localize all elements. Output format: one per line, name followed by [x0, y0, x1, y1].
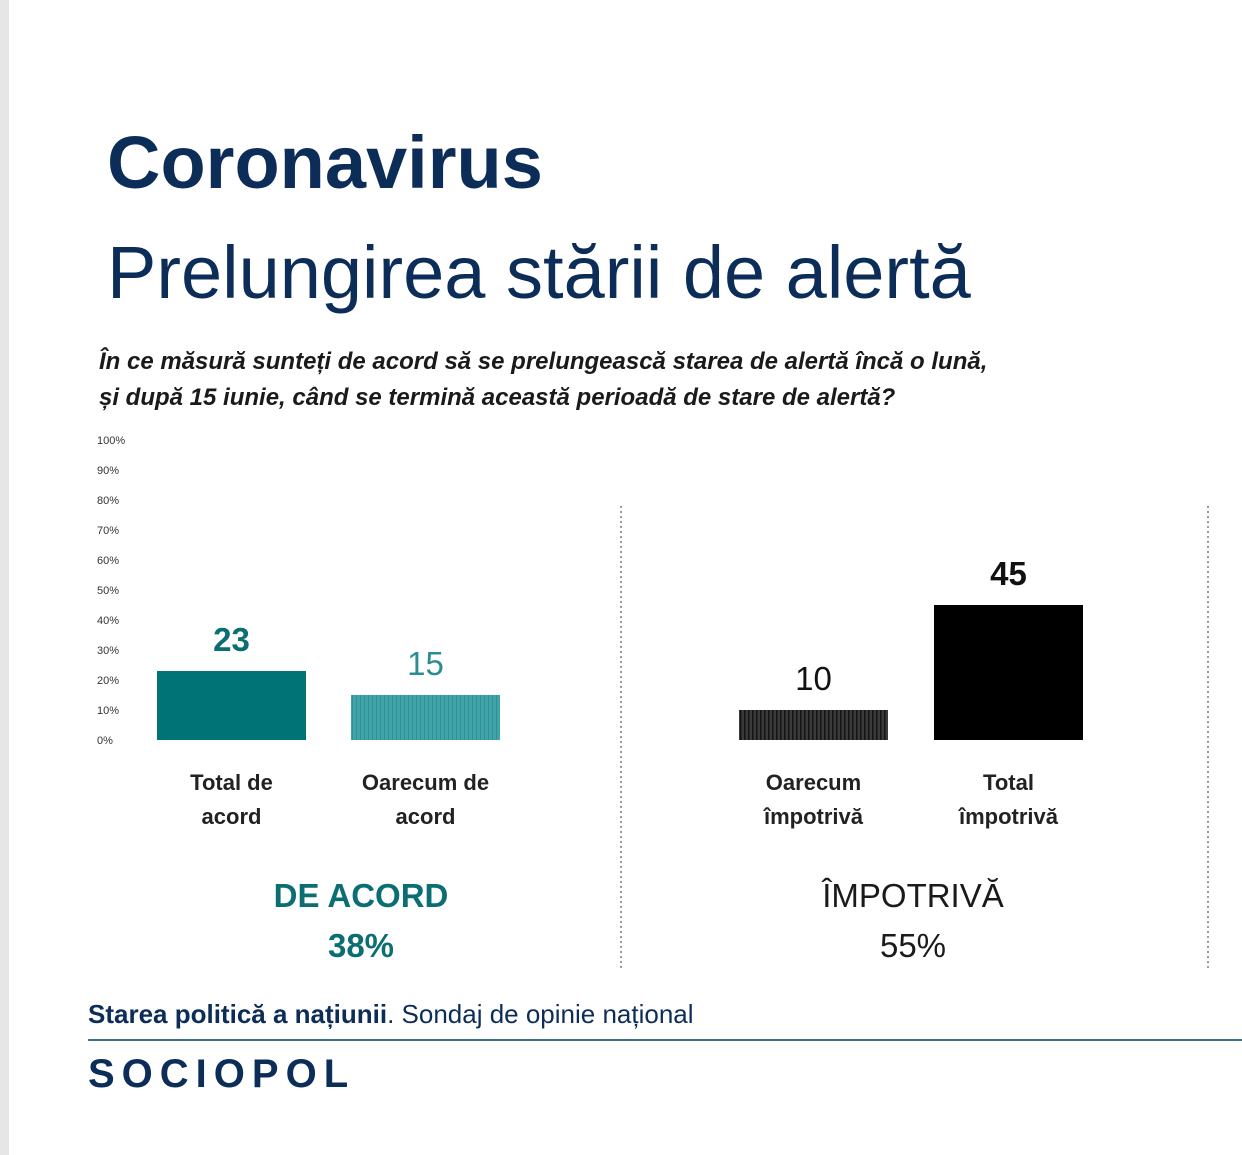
category-label: Oarecum: [766, 770, 861, 795]
bars: [157, 605, 1083, 740]
y-tick-label: 60%: [97, 555, 119, 567]
group-label: ÎMPOTRIVĂ: [821, 877, 1004, 914]
value-label: 23: [213, 621, 250, 658]
y-tick-label: 100%: [97, 435, 125, 447]
y-tick-label: 70%: [97, 525, 119, 537]
group-label: DE ACORD: [274, 877, 449, 914]
value-label: 15: [407, 645, 444, 682]
group-labels: DE ACORD 38% ÎMPOTRIVĂ 55%: [274, 877, 1004, 964]
y-tick-label: 30%: [97, 645, 119, 657]
source-title: Starea politică a națiunii: [88, 999, 388, 1029]
bar: [351, 695, 500, 740]
y-tick-label: 0%: [97, 735, 113, 747]
bar: [157, 671, 306, 740]
y-axis: 0% 10% 20% 30% 40% 50% 60% 70% 80% 90% 100%: [97, 435, 125, 747]
source-description: . Sondaj de opinie național: [387, 999, 694, 1029]
value-label: 45: [990, 555, 1027, 592]
category-label: Oarecum de: [362, 770, 489, 795]
group-total: 38%: [328, 927, 394, 964]
group-dividers: [620, 506, 1209, 970]
category-label: Total: [983, 770, 1034, 795]
category-labels: Total de acord Oarecum de acord Oarecum împot…: [190, 770, 1059, 829]
survey-question: În ce măsură sunteți de acord să se prel…: [99, 344, 1099, 416]
bar: [934, 605, 1083, 740]
category-label: Total de: [190, 770, 273, 795]
group-total: 55%: [880, 927, 946, 964]
category-label: acord: [396, 804, 456, 829]
category-label: împotrivă: [763, 804, 864, 829]
category-label: acord: [202, 804, 262, 829]
value-labels: 23 15 10 45: [213, 555, 1027, 697]
bar: [739, 710, 888, 740]
survey-question-line-1: În ce măsură sunteți de acord să se prel…: [99, 348, 988, 375]
y-tick-label: 80%: [97, 495, 119, 507]
y-tick-label: 50%: [97, 585, 119, 597]
chart-title: Coronavirus: [107, 121, 543, 204]
value-label: 10: [795, 660, 832, 697]
y-tick-label: 90%: [97, 465, 119, 477]
footer-divider: [88, 1039, 1242, 1041]
y-tick-label: 40%: [97, 615, 119, 627]
survey-question-line-2: și după 15 iunie, când se termină aceast…: [99, 384, 896, 411]
chart-subtitle: Prelungirea stării de alertă: [107, 231, 971, 314]
y-tick-label: 10%: [97, 705, 119, 717]
bar-chart: 0% 10% 20% 30% 40% 50% 60% 70% 80% 90% 100% 23 15 10…: [97, 435, 1209, 970]
sociopol-logo: SOCIOPOL: [88, 1052, 356, 1096]
source-note: Starea politică a națiunii. Sondaj de op…: [88, 999, 694, 1030]
category-label: împotrivă: [958, 804, 1059, 829]
y-tick-label: 20%: [97, 675, 119, 687]
page-edge: [0, 0, 9, 1155]
